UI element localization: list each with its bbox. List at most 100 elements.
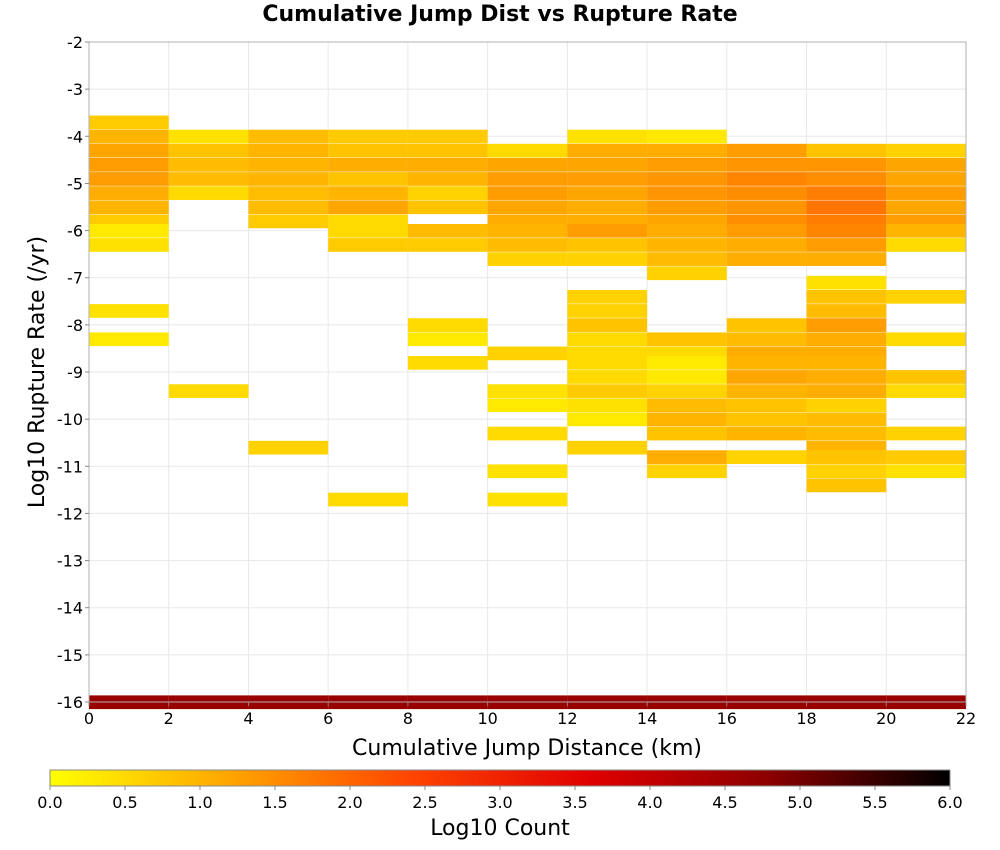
heatmap-cell [487, 223, 568, 238]
heatmap-cell [726, 318, 807, 332]
chart-title: Cumulative Jump Dist vs Rupture Rate [262, 2, 738, 27]
heatmap-cell [567, 332, 648, 347]
heatmap-cell [806, 355, 887, 370]
y-tick-label: -4 [67, 127, 83, 146]
heatmap-cell [328, 143, 408, 158]
y-tick-label: -14 [57, 599, 83, 618]
heatmap-cell [487, 398, 568, 413]
heatmap-cell [168, 172, 249, 186]
heatmap-cell [407, 355, 488, 370]
heatmap-cell [726, 370, 807, 384]
heatmap-cell [567, 172, 648, 186]
heatmap-cell [886, 464, 966, 479]
heatmap-cell [89, 238, 169, 252]
heatmap-cell [726, 223, 807, 238]
heatmap-cell [168, 384, 249, 398]
heatmap-cell [647, 238, 727, 252]
colorbar-tick-label: 0.5 [112, 793, 137, 812]
heatmap-cell [726, 355, 807, 370]
heatmap-cell [886, 200, 966, 215]
heatmap-cell [806, 464, 887, 479]
heatmap-cell [806, 157, 887, 172]
heatmap-cells [89, 115, 966, 710]
heatmap-cell [806, 252, 887, 266]
heatmap-cell [647, 370, 727, 384]
heatmap-cell [806, 370, 887, 384]
heatmap-cell [567, 304, 648, 318]
y-tick-label: -2 [67, 33, 83, 52]
y-tick-label: -7 [67, 269, 83, 288]
heatmap-cell [248, 157, 329, 172]
heatmap-cell [647, 266, 727, 281]
x-tick-label: 16 [717, 709, 737, 728]
heatmap-cell [647, 157, 727, 172]
x-tick-label: 4 [243, 709, 253, 728]
heatmap-cell [886, 426, 966, 441]
x-tick-label: 6 [323, 709, 333, 728]
heatmap-cell [328, 200, 408, 215]
heatmap-cell [567, 252, 648, 266]
heatmap-cell [407, 172, 488, 186]
heatmap-cell [647, 252, 727, 266]
heatmap-cell [647, 398, 727, 413]
heatmap-cell [248, 200, 329, 215]
heatmap-cell [806, 223, 887, 238]
heatmap-cell [328, 129, 408, 144]
heatmap-cell [886, 143, 966, 158]
heatmap-cell [647, 332, 727, 347]
heatmap-cell [328, 238, 408, 252]
heatmap-cell [407, 332, 488, 347]
heatmap-cell [168, 129, 249, 144]
heatmap-cell [886, 289, 966, 304]
heatmap-cell [567, 398, 648, 413]
y-tick-label: -9 [67, 363, 83, 382]
heatmap-cell [726, 426, 807, 441]
heatmap-cell [886, 186, 966, 200]
colorbar-tick-label: 5.0 [787, 793, 812, 812]
heatmap-cell [89, 172, 169, 186]
heatmap-cell [647, 143, 727, 158]
heatmap-cell [567, 186, 648, 200]
heatmap-cell [487, 252, 568, 266]
heatmap-cell [726, 412, 807, 427]
y-tick-label: -10 [57, 410, 83, 429]
heatmap-cell [328, 172, 408, 186]
colorbar-tick-label: 6.0 [937, 793, 962, 812]
x-tick-label: 8 [403, 709, 413, 728]
y-tick-label: -16 [57, 693, 83, 712]
heatmap-cell [806, 450, 887, 464]
heatmap-cell [248, 440, 329, 455]
heatmap-cell [726, 384, 807, 398]
heatmap-cell [487, 172, 568, 186]
heatmap-cell [407, 129, 488, 144]
y-tick-label: -11 [57, 457, 83, 476]
x-tick-label: 20 [876, 709, 896, 728]
heatmap-cell [487, 200, 568, 215]
heatmap-cell [567, 355, 648, 370]
heatmap-cell [567, 238, 648, 252]
heatmap-cell [806, 412, 887, 427]
heatmap-cell [647, 450, 727, 464]
heatmap-cell [726, 238, 807, 252]
heatmap-cell [567, 289, 648, 304]
heatmap-cell [567, 200, 648, 215]
colorbar-tick-label: 3.0 [487, 793, 512, 812]
heatmap-cell [886, 172, 966, 186]
heatmap-cell [806, 384, 887, 398]
heatmap-cell [726, 252, 807, 266]
y-axis-ticks: -2 -3 -4 -5 -6 -7 -8 -9 -10 -11 -12 -13 -14 -15 -16 [57, 33, 89, 712]
x-tick-label: 18 [796, 709, 816, 728]
heatmap-cell [567, 318, 648, 332]
heatmap-cell [726, 172, 807, 186]
heatmap-cell [487, 186, 568, 200]
heatmap-cell [806, 304, 887, 318]
heatmap-cell [567, 143, 648, 158]
colorbar-tick-label: 4.5 [712, 793, 737, 812]
y-tick-label: -8 [67, 316, 83, 335]
heatmap-cell [806, 318, 887, 332]
heatmap-cell [647, 172, 727, 186]
heatmap-cell [328, 492, 408, 507]
heatmap-cell [726, 186, 807, 200]
heatmap-cell [89, 304, 169, 318]
